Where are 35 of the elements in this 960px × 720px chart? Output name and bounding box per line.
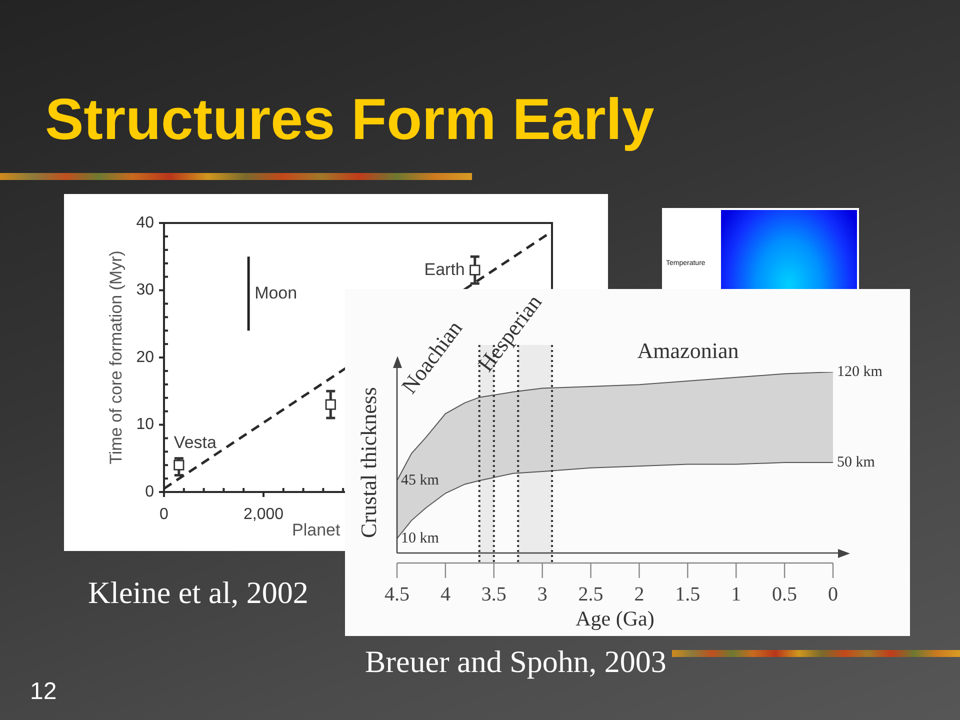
x-tick-label: 2.5	[578, 583, 604, 606]
x-tick-label: 3.5	[481, 583, 506, 606]
text: 12	[30, 678, 57, 706]
x-tick-label: 3	[537, 583, 548, 606]
y-tick-label: 30	[136, 282, 154, 299]
series-label: Vesta	[174, 433, 217, 452]
x-tick-label: 2	[634, 583, 644, 606]
x-tick-label: 2,000	[243, 506, 284, 524]
x-axis-title: Age (Ga)	[576, 606, 654, 631]
x-tick-label: 1.5	[675, 583, 700, 606]
x-axis-title: Planet	[292, 520, 340, 540]
text: Structures Form Early	[45, 87, 654, 152]
series-label: Moon	[254, 283, 298, 302]
text: Amazonian	[637, 338, 739, 363]
point	[325, 399, 336, 410]
x-tick-label: 4	[440, 583, 450, 606]
text: Kleine et al, 2002	[88, 575, 308, 610]
x-tick-label: 1	[731, 583, 742, 606]
text: 50 km	[837, 454, 876, 470]
text: Breuer and Spohn, 2003	[365, 644, 666, 679]
y-tick-label: 0	[145, 483, 154, 500]
text: 120 km	[837, 364, 883, 380]
x-tick-label: 0.5	[772, 583, 798, 606]
y-axis-title: Crustal thickness	[356, 387, 381, 538]
y-tick-label: 40	[136, 214, 154, 232]
annotation: 10 km	[401, 530, 440, 546]
series-label: Earth	[424, 260, 465, 279]
annotation: 45 km	[401, 472, 440, 489]
x-tick-label: 0	[828, 583, 838, 606]
x-tick-label: 4.5	[384, 583, 410, 606]
y-axis-title: Time of core formation (Myr)	[106, 250, 126, 464]
point	[470, 264, 480, 276]
point	[174, 460, 184, 470]
y-tick-label: 10	[136, 416, 154, 434]
y-tick-label: 20	[136, 348, 154, 366]
